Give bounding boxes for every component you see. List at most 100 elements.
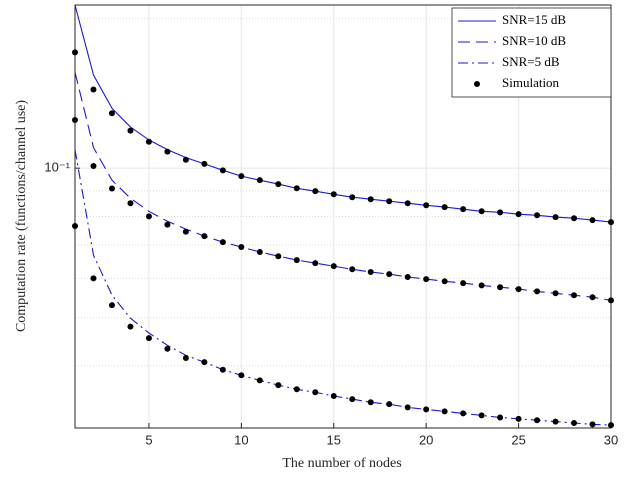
simulation-point (182, 354, 189, 361)
simulation-point (386, 271, 393, 278)
simulation-point (608, 422, 614, 429)
simulation-point (256, 377, 263, 384)
legend-label: Simulation (502, 75, 560, 90)
x-tick-label: 20 (419, 432, 433, 447)
simulation-point (201, 359, 208, 366)
simulation-point (312, 389, 319, 396)
legend-label: SNR=15 dB (502, 12, 566, 27)
simulation-point (515, 286, 522, 293)
simulation-point (108, 110, 115, 117)
simulation-point (460, 206, 467, 213)
simulation-point (460, 280, 467, 287)
simulation-point (90, 86, 97, 93)
simulation-point (478, 208, 485, 215)
simulation-point (423, 202, 430, 209)
simulation-point (571, 215, 578, 222)
simulation-point (367, 399, 374, 406)
simulation-point (441, 278, 448, 285)
simulation-point (534, 417, 541, 424)
simulation-point (219, 239, 226, 246)
simulation-point (534, 212, 541, 219)
simulation-point (478, 412, 485, 419)
simulation-point (404, 273, 411, 280)
simulation-point (275, 253, 282, 260)
simulation-point (219, 167, 226, 174)
simulation-point (201, 160, 208, 167)
x-tick-label: 30 (604, 432, 618, 447)
simulation-point (515, 415, 522, 422)
simulation-point (349, 194, 356, 201)
simulation-point (552, 214, 559, 221)
simulation-point (608, 297, 614, 304)
simulation-point (386, 198, 393, 205)
simulation-point (330, 191, 337, 198)
simulation-point (423, 276, 430, 283)
simulation-point (330, 392, 337, 399)
simulation-point (367, 269, 374, 276)
legend-label: SNR=10 dB (502, 33, 566, 48)
simulation-point (72, 222, 78, 229)
simulation-point (312, 188, 319, 195)
legend-label: SNR=5 dB (502, 54, 560, 69)
simulation-point (256, 249, 263, 256)
simulation-point (552, 290, 559, 297)
simulation-point (386, 401, 393, 408)
simulation-point (256, 177, 263, 184)
simulation-point (72, 117, 78, 124)
y-axis-label: Computation rate (functions/channel use) (14, 100, 29, 332)
series-line (74, 4, 612, 223)
simulation-point (552, 418, 559, 425)
simulation-point (441, 408, 448, 415)
simulation-point (497, 284, 504, 291)
x-tick-label: 5 (145, 432, 152, 447)
simulation-point (108, 185, 115, 192)
simulation-point (164, 148, 171, 155)
simulation-point (145, 138, 152, 145)
series-line (74, 72, 612, 301)
simulation-point (571, 292, 578, 299)
simulation-point (404, 404, 411, 411)
simulation-point (589, 217, 596, 224)
simulation-point (90, 163, 97, 170)
simulation-point (238, 173, 245, 180)
simulation-point (108, 302, 115, 309)
simulation-point (164, 221, 171, 228)
x-tick-label: 25 (511, 432, 525, 447)
simulation-point (515, 211, 522, 218)
simulation-point (312, 260, 319, 267)
y-tick-label: 10⁻¹ (44, 160, 70, 175)
simulation-point (145, 335, 152, 342)
simulation-point (275, 382, 282, 389)
simulation-point (127, 127, 134, 134)
simulation-point (164, 345, 171, 352)
series-line (74, 149, 612, 426)
simulation-point (201, 233, 208, 240)
x-tick-label: 15 (327, 432, 341, 447)
simulation-point (293, 257, 300, 264)
simulation-point (219, 366, 226, 373)
simulation-point (608, 219, 614, 226)
simulation-point (589, 294, 596, 301)
simulation-point (238, 244, 245, 251)
simulation-point (330, 263, 337, 270)
simulation-point (182, 228, 189, 235)
simulation-point (90, 275, 97, 282)
simulation-point (497, 209, 504, 216)
simulation-point (404, 200, 411, 207)
simulation-point (534, 288, 541, 295)
x-axis-label: The number of nodes (282, 456, 401, 471)
simulation-point (571, 420, 578, 427)
simulation-point (275, 181, 282, 188)
simulation-point (423, 406, 430, 413)
simulation-point (127, 323, 134, 330)
simulation-point (349, 396, 356, 403)
simulation-point (367, 196, 374, 203)
simulation-point (145, 213, 152, 220)
simulation-point (293, 386, 300, 393)
simulation-point (497, 414, 504, 421)
simulation-point (478, 282, 485, 289)
simulation-point (238, 372, 245, 379)
simulation-point (127, 200, 134, 207)
simulation-point (441, 204, 448, 211)
